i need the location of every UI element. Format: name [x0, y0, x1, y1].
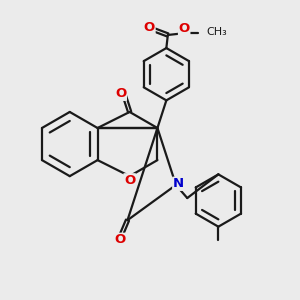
Text: O: O — [144, 21, 155, 34]
Text: N: N — [173, 177, 184, 190]
Text: CH₃: CH₃ — [206, 27, 226, 37]
Text: O: O — [124, 174, 135, 187]
Text: O: O — [114, 233, 125, 246]
Text: O: O — [115, 87, 126, 100]
Text: O: O — [178, 22, 190, 35]
